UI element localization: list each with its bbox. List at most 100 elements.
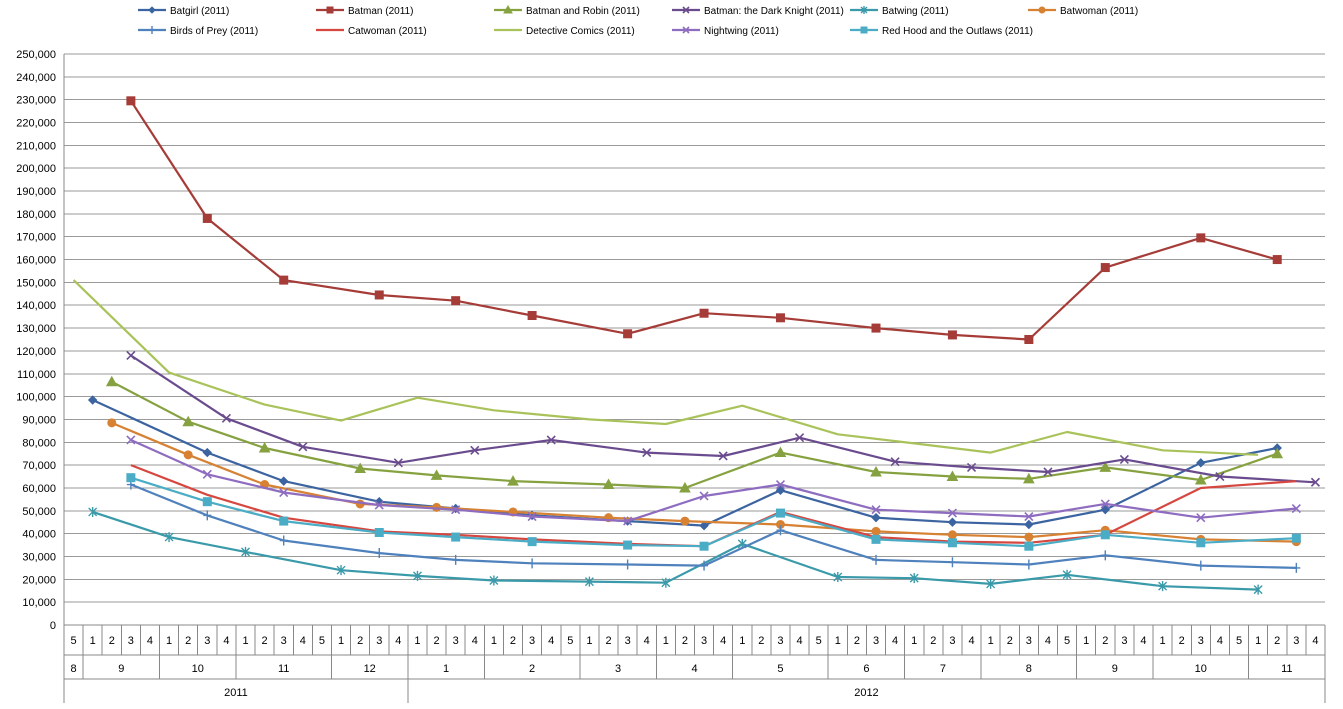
data-point bbox=[1024, 519, 1034, 530]
x-week-label: 1 bbox=[491, 635, 497, 647]
data-point bbox=[1158, 581, 1168, 592]
x-month-label: 10 bbox=[1195, 663, 1207, 675]
legend-item: Batman (2011) bbox=[316, 6, 413, 17]
x-month-label: 8 bbox=[70, 663, 76, 675]
data-point bbox=[1100, 263, 1110, 273]
x-week-label: 1 bbox=[663, 635, 669, 647]
legend-item: Catwoman (2011) bbox=[316, 26, 427, 37]
data-point bbox=[833, 572, 843, 583]
data-point bbox=[679, 481, 691, 493]
data-point bbox=[1196, 513, 1206, 523]
x-week-label: 1 bbox=[835, 635, 841, 647]
x-year-label: 2012 bbox=[854, 687, 878, 699]
gridlines bbox=[63, 53, 1325, 626]
data-point bbox=[1272, 255, 1282, 265]
data-point bbox=[202, 469, 212, 479]
x-month-label: 1 bbox=[443, 663, 449, 675]
x-week-label: 1 bbox=[988, 635, 994, 647]
data-point bbox=[298, 442, 308, 452]
x-month-label: 3 bbox=[615, 663, 621, 675]
x-week-label: 3 bbox=[873, 635, 879, 647]
data-point bbox=[909, 573, 919, 584]
x-week-label: 4 bbox=[223, 635, 229, 647]
x-week-label: 2 bbox=[1007, 635, 1013, 647]
y-tick-label: 180,000 bbox=[16, 209, 56, 221]
data-point bbox=[775, 313, 785, 323]
x-week-label: 5 bbox=[816, 635, 822, 647]
x-week-label: 1 bbox=[1083, 635, 1089, 647]
x-week-label: 5 bbox=[319, 635, 325, 647]
x-week-label: 2 bbox=[1274, 635, 1280, 647]
x-week-label: 2 bbox=[758, 635, 764, 647]
y-tick-label: 190,000 bbox=[16, 186, 56, 198]
data-point bbox=[1043, 467, 1053, 477]
legend-label: Nightwing (2011) bbox=[704, 26, 779, 37]
x-week-label: 4 bbox=[968, 635, 974, 647]
x-week-label: 1 bbox=[1160, 635, 1166, 647]
legend-label: Birds of Prey (2011) bbox=[170, 26, 258, 37]
x-week-label: 4 bbox=[1217, 635, 1223, 647]
x-week-label: 2 bbox=[854, 635, 860, 647]
data-point bbox=[164, 532, 174, 543]
data-point bbox=[699, 308, 709, 318]
series-2 bbox=[105, 375, 1284, 493]
x-week-label: 2 bbox=[357, 635, 363, 647]
x-week-label: 2 bbox=[682, 635, 688, 647]
x-month-label: 10 bbox=[192, 663, 204, 675]
data-point bbox=[947, 517, 958, 527]
x-week-label: 5 bbox=[1064, 635, 1070, 647]
data-point bbox=[860, 6, 868, 14]
data-point bbox=[183, 450, 193, 460]
data-point bbox=[1271, 447, 1284, 459]
y-axis-ticks: 0 10,000 20,000 30,000 40,000 50,000 60,000 70,… bbox=[16, 49, 56, 632]
data-point bbox=[775, 485, 786, 495]
data-point bbox=[107, 418, 117, 428]
data-point bbox=[699, 520, 709, 531]
x-week-label: 1 bbox=[586, 635, 592, 647]
data-point bbox=[182, 415, 195, 427]
x-week-label: 3 bbox=[453, 635, 459, 647]
data-point bbox=[1100, 499, 1110, 509]
series-line bbox=[111, 380, 1278, 490]
x-week-label: 4 bbox=[1140, 635, 1146, 647]
data-point bbox=[775, 508, 785, 518]
x-week-label: 1 bbox=[338, 635, 344, 647]
data-point bbox=[87, 395, 98, 405]
x-week-label: 1 bbox=[90, 635, 96, 647]
x-month-label: 2 bbox=[529, 663, 535, 675]
data-point bbox=[872, 554, 881, 565]
y-tick-label: 100,000 bbox=[16, 392, 56, 404]
data-point bbox=[221, 413, 231, 423]
series-line bbox=[72, 279, 1259, 456]
y-tick-label: 110,000 bbox=[17, 369, 56, 381]
data-point bbox=[602, 478, 615, 490]
x-week-label: 4 bbox=[892, 635, 898, 647]
data-point bbox=[871, 512, 881, 523]
legend-item: Birds of Prey (2011) bbox=[138, 26, 258, 37]
y-tick-label: 0 bbox=[50, 620, 56, 632]
x-month-label: 7 bbox=[940, 663, 946, 675]
data-point bbox=[699, 491, 709, 501]
x-week-label: 4 bbox=[720, 635, 726, 647]
x-week-label: 3 bbox=[1026, 635, 1032, 647]
x-week-label: 2 bbox=[510, 635, 516, 647]
series-9 bbox=[126, 435, 1301, 526]
data-point bbox=[1119, 454, 1129, 464]
data-point bbox=[1196, 538, 1206, 548]
y-tick-label: 80,000 bbox=[22, 437, 56, 449]
data-point bbox=[1194, 473, 1207, 485]
series-line bbox=[130, 438, 1297, 523]
data-point bbox=[203, 510, 212, 521]
x-week-label: 3 bbox=[376, 635, 382, 647]
y-tick-label: 90,000 bbox=[22, 414, 56, 426]
x-month-label: 12 bbox=[364, 663, 376, 675]
x-week-label: 4 bbox=[300, 635, 306, 647]
data-point bbox=[126, 350, 136, 361]
data-point bbox=[1215, 471, 1225, 482]
data-point bbox=[584, 576, 594, 587]
legend-item: Nightwing (2011) bbox=[672, 26, 779, 37]
data-point bbox=[1100, 530, 1110, 540]
y-tick-label: 140,000 bbox=[16, 300, 56, 312]
data-point bbox=[718, 451, 728, 461]
